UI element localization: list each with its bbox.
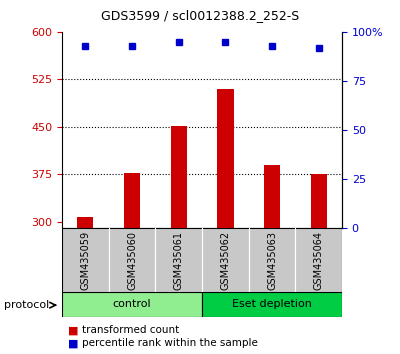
Bar (295, 228, 342, 292)
Bar (124, 172, 140, 228)
Text: percentile rank within the sample: percentile rank within the sample (82, 338, 258, 348)
Bar (249, 228, 295, 292)
Text: control: control (113, 299, 151, 309)
Bar (109, 228, 155, 292)
Text: GSM435064: GSM435064 (314, 231, 324, 290)
Bar (170, 126, 187, 228)
Text: ■: ■ (68, 325, 78, 335)
Bar (62, 228, 109, 292)
Bar (310, 175, 327, 228)
Bar (62, 292, 202, 317)
Text: GDS3599 / scl0012388.2_252-S: GDS3599 / scl0012388.2_252-S (101, 9, 299, 22)
Bar (202, 228, 249, 292)
Text: GSM435061: GSM435061 (174, 231, 184, 290)
Text: GSM435062: GSM435062 (220, 230, 230, 290)
Text: transformed count: transformed count (82, 325, 179, 335)
Text: Eset depletion: Eset depletion (232, 299, 312, 309)
Text: GSM435063: GSM435063 (267, 231, 277, 290)
Text: protocol: protocol (4, 300, 49, 310)
Bar (202, 292, 342, 317)
Bar (77, 217, 94, 228)
Text: GSM435059: GSM435059 (80, 230, 90, 290)
Bar (155, 228, 202, 292)
Text: ■: ■ (68, 338, 78, 348)
Bar (217, 89, 234, 228)
Bar (264, 165, 280, 228)
Text: GSM435060: GSM435060 (127, 231, 137, 290)
